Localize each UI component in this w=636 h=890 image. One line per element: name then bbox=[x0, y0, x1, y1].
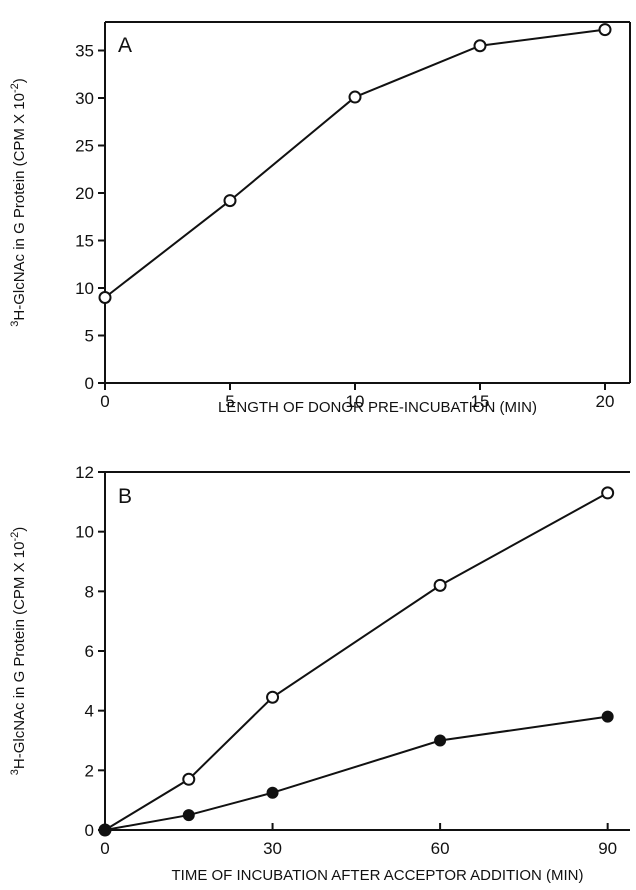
y-tick-label: 15 bbox=[75, 232, 94, 251]
x-tick-label: 5 bbox=[225, 392, 234, 411]
y-axis-title-exponent: -2 bbox=[9, 532, 21, 542]
x-tick-label: 10 bbox=[346, 392, 365, 411]
y-tick-label: 6 bbox=[85, 642, 94, 661]
y-tick-label: 2 bbox=[85, 761, 94, 780]
x-axis-title: TIME OF INCUBATION AFTER ACCEPTOR ADDITI… bbox=[172, 867, 584, 884]
y-tick-label: 5 bbox=[85, 327, 94, 346]
panel-label: A bbox=[118, 34, 132, 57]
chart-panel-a: 0 5 10 15 20 25 30 35 0 5 10 15 20 A LENGTH OF DONOR P… bbox=[9, 21, 631, 416]
y-axis-title: 3H-GlcNAc in G Protein (CPM X 10-2) bbox=[9, 78, 28, 326]
y-tick-label: 20 bbox=[75, 184, 94, 203]
data-point-series-2 bbox=[434, 734, 447, 747]
y-tick-label: 0 bbox=[85, 374, 94, 393]
data-point-series-2 bbox=[182, 809, 195, 822]
data-point-series-1 bbox=[473, 39, 487, 53]
chart-panel-b: 0 2 4 6 8 10 12 0 30 60 90 B TIME OF INCUBATION AFTE… bbox=[9, 463, 630, 884]
data-point-series-1 bbox=[182, 772, 196, 786]
y-axis-title-isotope: 3 bbox=[9, 769, 21, 775]
series-line-2 bbox=[104, 715, 608, 831]
data-point-series-1 bbox=[348, 90, 362, 104]
x-tick-label: 15 bbox=[471, 392, 490, 411]
data-point-series-2 bbox=[601, 710, 614, 723]
panel-label: B bbox=[118, 485, 132, 508]
x-tick-label: 0 bbox=[100, 392, 109, 411]
y-tick-label: 35 bbox=[75, 42, 94, 61]
series-line-1 bbox=[104, 492, 609, 831]
x-tick-label: 0 bbox=[100, 839, 109, 858]
y-axis-title-main: H-GlcNAc in G Protein (CPM X 10 bbox=[11, 542, 28, 770]
y-tick-label: 10 bbox=[75, 279, 94, 298]
data-point-series-2 bbox=[266, 786, 279, 799]
data-point-series-1 bbox=[433, 578, 447, 592]
series-line-1 bbox=[104, 28, 606, 299]
x-tick-label: 20 bbox=[596, 392, 615, 411]
y-tick-label: 8 bbox=[85, 582, 94, 601]
y-tick-label: 4 bbox=[85, 702, 94, 721]
y-axis-title-main: H-GlcNAc in G Protein (CPM X 10 bbox=[11, 93, 28, 321]
y-tick-label: 30 bbox=[75, 89, 94, 108]
x-tick-label: 90 bbox=[598, 839, 617, 858]
data-point-series-2 bbox=[99, 824, 111, 836]
y-tick-label: 25 bbox=[75, 137, 94, 156]
x-axis-title: LENGTH OF DONOR PRE-INCUBATION (MIN) bbox=[218, 399, 537, 416]
y-axis-title-close: ) bbox=[11, 78, 28, 83]
y-tick-label: 12 bbox=[75, 463, 94, 482]
x-tick-label: 30 bbox=[263, 839, 282, 858]
y-axis-title: 3H-GlcNAc in G Protein (CPM X 10-2) bbox=[9, 527, 28, 775]
data-point-series-1 bbox=[598, 23, 612, 37]
y-axis-title-close: ) bbox=[11, 527, 28, 532]
y-tick-label: 0 bbox=[85, 821, 94, 840]
data-point-series-1 bbox=[223, 194, 237, 208]
data-point-series-1 bbox=[601, 486, 615, 500]
y-axis-title-isotope: 3 bbox=[9, 321, 21, 327]
data-point-series-1 bbox=[98, 291, 112, 304]
data-point-series-1 bbox=[266, 690, 280, 704]
y-axis-title-exponent: -2 bbox=[9, 83, 21, 93]
y-tick-label: 10 bbox=[75, 523, 94, 542]
x-tick-label: 60 bbox=[431, 839, 450, 858]
